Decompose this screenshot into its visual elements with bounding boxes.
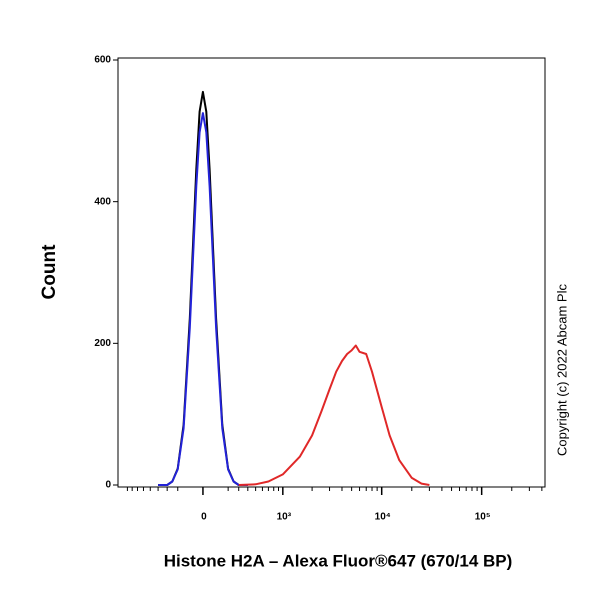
y-tick-label: 400 (94, 196, 111, 207)
x-tick-label: 0 (201, 512, 207, 523)
x-tick-label: 10⁵ (475, 512, 491, 523)
y-tick-label: 200 (94, 338, 111, 349)
x-axis-label: Histone H2A – Alexa Fluor®647 (670/14 BP… (164, 551, 513, 570)
y-tick-label: 0 (105, 480, 111, 491)
histogram-line (238, 344, 430, 486)
x-tick-label: 10³ (277, 512, 292, 523)
histogram-line (158, 112, 248, 486)
y-axis-label: Count (39, 244, 60, 300)
y-tick-label: 600 (94, 55, 111, 66)
histogram-line (158, 90, 248, 486)
plot-frame (117, 57, 546, 488)
x-tick-label: 10⁴ (375, 512, 391, 523)
copyright: Copyright (c) 2022 Abcam Plc (554, 284, 569, 456)
